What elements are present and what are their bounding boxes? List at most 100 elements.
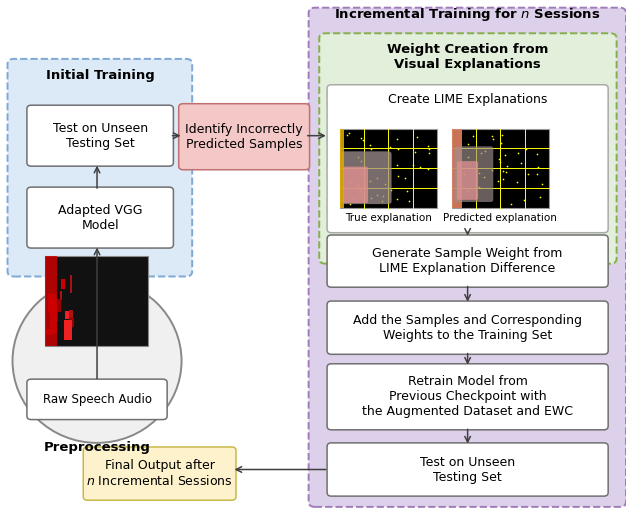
Point	[392, 135, 402, 143]
FancyBboxPatch shape	[327, 235, 608, 287]
Bar	[452, 129, 549, 208]
Text: Final Output after
$n$ Incremental Sessions: Final Output after $n$ Incremental Sessi…	[86, 459, 233, 488]
Point	[354, 153, 364, 161]
Text: Adapted VGG
Model: Adapted VGG Model	[58, 204, 142, 231]
Point	[502, 162, 512, 170]
Point	[408, 161, 418, 169]
Point	[463, 140, 473, 148]
Bar	[45, 256, 148, 346]
FancyBboxPatch shape	[179, 103, 309, 170]
Point	[423, 141, 433, 150]
Text: Identify Incorrectly
Predicted Samples: Identify Incorrectly Predicted Samples	[185, 123, 303, 151]
Point	[346, 199, 356, 207]
Point	[462, 187, 472, 195]
Point	[463, 153, 473, 161]
FancyBboxPatch shape	[327, 364, 608, 430]
FancyBboxPatch shape	[327, 301, 608, 354]
Bar	[69, 310, 73, 320]
Point	[344, 130, 354, 138]
FancyBboxPatch shape	[319, 33, 617, 264]
Point	[356, 134, 366, 142]
Point	[357, 190, 367, 198]
Point	[354, 181, 364, 189]
Point	[512, 178, 522, 186]
Bar	[45, 256, 58, 346]
Point	[366, 145, 376, 153]
Point	[488, 132, 498, 140]
FancyBboxPatch shape	[83, 447, 236, 500]
Bar	[54, 304, 58, 321]
Point	[496, 139, 506, 147]
Text: Create LIME Explanations: Create LIME Explanations	[388, 93, 547, 106]
Point	[498, 167, 508, 175]
Bar	[70, 275, 72, 293]
Text: Generate Sample Weight from
LIME Explanation Difference: Generate Sample Weight from LIME Explana…	[372, 247, 563, 275]
Point	[535, 193, 545, 201]
Point	[404, 197, 414, 205]
Point	[393, 172, 403, 180]
Point	[459, 170, 469, 178]
Point	[501, 167, 511, 176]
Point	[356, 157, 366, 165]
Point	[476, 149, 486, 157]
Point	[473, 183, 483, 191]
Point	[424, 150, 434, 158]
Ellipse shape	[13, 279, 182, 443]
Point	[365, 177, 375, 185]
Point	[479, 174, 489, 182]
Point	[495, 158, 505, 166]
Point	[424, 144, 434, 153]
Point	[531, 150, 541, 158]
Point	[423, 164, 433, 173]
Bar	[46, 329, 54, 335]
Point	[348, 195, 358, 203]
Point	[358, 136, 368, 144]
Point	[378, 191, 388, 200]
Point	[399, 174, 409, 182]
Point	[518, 196, 528, 204]
Point	[488, 135, 498, 143]
Point	[352, 180, 362, 188]
Point	[386, 186, 396, 194]
Point	[366, 141, 376, 149]
FancyBboxPatch shape	[27, 379, 167, 420]
Point	[500, 151, 510, 159]
Point	[411, 148, 421, 156]
Point	[537, 180, 547, 188]
Point	[516, 159, 526, 167]
Point	[498, 175, 508, 183]
Bar	[64, 311, 71, 319]
Point	[384, 142, 394, 151]
Point	[480, 147, 490, 155]
FancyBboxPatch shape	[457, 161, 478, 200]
Text: Retrain Model from
Previous Checkpoint with
the Augmented Dataset and EWC: Retrain Model from Previous Checkpoint w…	[362, 375, 573, 418]
Point	[372, 191, 382, 199]
FancyBboxPatch shape	[327, 84, 608, 232]
Point	[521, 145, 531, 153]
Text: Test on Unseen
Testing Set: Test on Unseen Testing Set	[53, 122, 148, 150]
Bar	[50, 311, 57, 333]
FancyBboxPatch shape	[8, 59, 192, 276]
Point	[402, 186, 412, 195]
Point	[468, 132, 478, 140]
Bar	[61, 279, 65, 289]
Text: Preprocessing: Preprocessing	[44, 441, 150, 455]
FancyBboxPatch shape	[327, 443, 608, 496]
Bar	[60, 290, 62, 301]
Point	[391, 195, 401, 203]
FancyBboxPatch shape	[454, 146, 493, 202]
Point	[531, 169, 541, 178]
Bar	[69, 318, 74, 327]
Bar	[452, 129, 461, 208]
FancyBboxPatch shape	[309, 8, 626, 507]
Point	[493, 177, 503, 185]
Point	[345, 178, 355, 186]
Text: Test on Unseen
Testing Set: Test on Unseen Testing Set	[420, 456, 515, 483]
Point	[475, 169, 485, 178]
Point	[413, 133, 423, 141]
FancyBboxPatch shape	[342, 152, 392, 204]
Point	[513, 148, 523, 157]
Point	[494, 155, 504, 163]
Text: Weight Creation from
Visual Explanations: Weight Creation from Visual Explanations	[387, 44, 548, 71]
Bar	[340, 129, 437, 208]
